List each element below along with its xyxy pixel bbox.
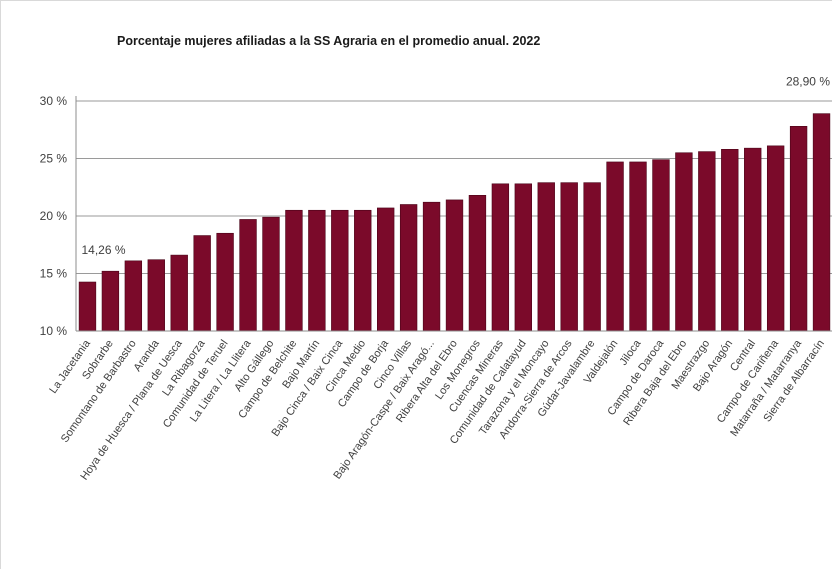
bar: [675, 152, 693, 332]
bar: [560, 182, 578, 332]
bar: [262, 216, 280, 332]
bar: [514, 183, 532, 332]
bar: [468, 195, 487, 332]
bar: [789, 126, 808, 332]
chart-title: Porcentaje mujeres afiliadas a la SS Agr…: [117, 34, 541, 48]
bar: [331, 209, 349, 332]
bar: [812, 113, 831, 332]
bar: [652, 159, 670, 332]
bar: [147, 259, 165, 332]
bar: [721, 149, 739, 332]
bar: [193, 235, 211, 332]
bar: [285, 209, 303, 332]
y-tick-label: 10 %: [40, 324, 68, 338]
bar: [698, 151, 716, 332]
bar: [583, 182, 601, 332]
bar: [491, 183, 510, 332]
bar: [354, 209, 372, 332]
bar: [78, 281, 97, 332]
bar: [766, 145, 785, 332]
y-tick-label: 15 %: [40, 267, 68, 281]
bar: [239, 219, 257, 332]
y-tick-label: 30 %: [40, 94, 68, 108]
bar: [537, 182, 555, 332]
y-tick-label: 25 %: [40, 152, 68, 166]
bar: [308, 209, 326, 332]
bar: [377, 207, 395, 332]
bar: [124, 260, 143, 332]
bar: [170, 254, 188, 332]
bar: [445, 199, 464, 332]
bar: [606, 161, 624, 332]
y-tick-label: 20 %: [40, 209, 68, 223]
bar: [399, 204, 418, 332]
data-label: 14,26 %: [81, 243, 125, 257]
bar: [422, 201, 441, 332]
data-label: 28,90 %: [786, 75, 830, 89]
bar: [101, 270, 120, 332]
bar: [216, 232, 234, 332]
bar: [744, 147, 762, 332]
bar: [629, 161, 647, 332]
